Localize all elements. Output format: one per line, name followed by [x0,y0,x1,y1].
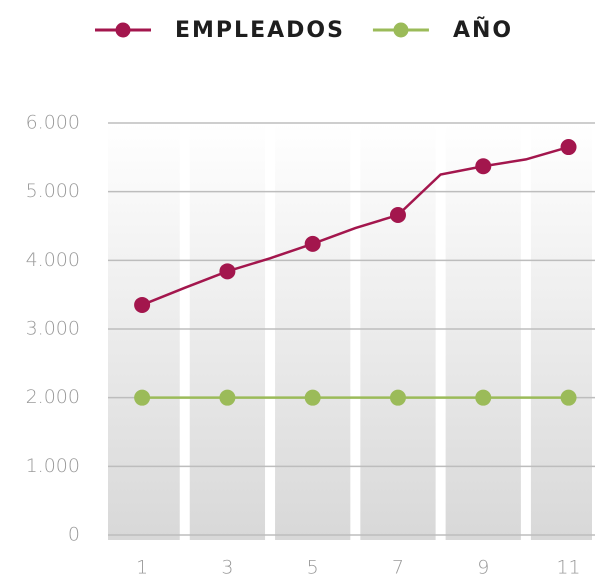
point-marker [475,389,492,406]
column-band [360,123,436,540]
y-tick-label: 3.000 [26,318,80,340]
x-tick-label: 11 [556,557,580,579]
point-marker [304,235,321,252]
point-marker [134,389,151,406]
x-tick-label: 9 [477,557,489,579]
point-marker [219,263,236,280]
point-marker [134,296,151,313]
column-band [108,123,180,540]
legend-marker [115,22,131,38]
column-bands [108,123,592,540]
point-marker [475,158,492,175]
point-marker [304,389,321,406]
y-tick-label: 0 [68,524,80,546]
legend: EMPLEADOS AÑO [95,17,513,43]
point-marker [560,139,577,156]
column-band [275,123,351,540]
y-tick-label: 4.000 [26,249,80,271]
point-marker [389,389,406,406]
y-tick-label: 2.000 [26,386,80,408]
y-tick-label: 6.000 [26,112,80,134]
y-tick-label: 5.000 [26,180,80,202]
column-band [530,123,592,540]
column-band [445,123,521,540]
point-marker [560,389,577,406]
series-line [141,145,569,307]
point-marker [389,207,406,224]
x-tick-label: 7 [392,557,404,579]
x-tick-label: 1 [136,557,148,579]
x-tick-label: 3 [221,557,233,579]
column-band [189,123,266,540]
legend-marker [393,22,409,38]
point-marker [219,389,236,406]
legend-label: AÑO [453,17,513,43]
y-tick-label: 1.000 [26,455,80,477]
lines [134,139,577,406]
grid: 0 1.000 2.000 3.000 4.000 5.000 6.000 1 3 5 7 9 11 [26,112,595,579]
legend-label: EMPLEADOS [175,18,345,43]
x-tick-label: 5 [307,557,319,579]
